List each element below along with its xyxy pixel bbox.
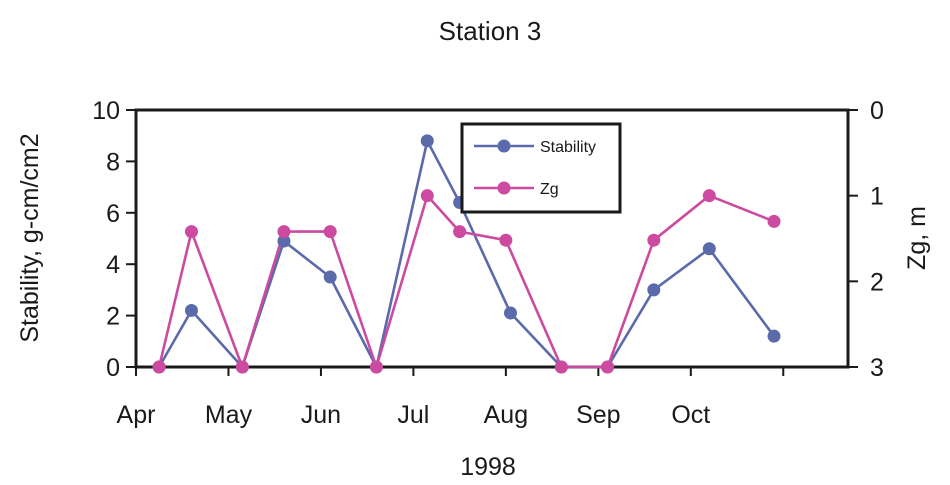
data-point-zg (235, 360, 249, 374)
data-point-stability (647, 283, 661, 297)
data-point-zg (323, 225, 337, 239)
data-point-stability (184, 303, 198, 317)
y-axis-label: Stability, g-cm/cm2 (16, 133, 44, 342)
data-point-stability (323, 270, 337, 284)
y2-tick-label: 2 (870, 268, 884, 296)
legend-box (460, 122, 622, 214)
chart-title: Station 3 (439, 16, 542, 46)
data-point-zg (369, 360, 383, 374)
y-tick-label: 10 (92, 97, 120, 125)
y-tick-label: 8 (106, 148, 120, 176)
x-tick-label: Oct (671, 401, 710, 429)
data-point-zg (453, 225, 467, 239)
data-point-zg (152, 360, 166, 374)
y2-tick-label: 0 (870, 97, 884, 125)
axes: 0 2 4 6 8 10 0 1 2 3 Apr May Jun Jul Aug Sep Oct (92, 97, 884, 429)
data-point-zg (767, 214, 781, 228)
y2-tick-label: 1 (870, 183, 884, 211)
x-tick-label: May (205, 401, 253, 429)
legend: Stability Zg (460, 122, 622, 214)
data-point-stability (767, 329, 781, 343)
data-point-zg (420, 189, 434, 203)
y2-axis-label: Zg, m (903, 206, 931, 270)
data-point-zg (601, 360, 615, 374)
y-tick-label: 0 (106, 354, 120, 382)
data-point-zg (647, 233, 661, 247)
legend-swatch-marker (497, 181, 511, 195)
x-tick-label: Aug (484, 401, 528, 429)
legend-swatch-marker (497, 139, 511, 153)
x-tick-label: Jun (301, 401, 341, 429)
x-tick-label: Apr (117, 401, 156, 429)
data-point-stability (503, 306, 517, 320)
data-point-zg (554, 360, 568, 374)
y-tick-label: 2 (106, 303, 120, 331)
y-tick-label: 4 (106, 251, 120, 279)
data-point-zg (702, 189, 716, 203)
plot-frame (134, 108, 850, 369)
y2-tick-label: 3 (870, 354, 884, 382)
data-point-stability (420, 134, 434, 148)
series-line-zg (157, 194, 775, 369)
data-point-stability (277, 234, 291, 248)
legend-label: Zg (540, 181, 559, 198)
x-tick-label: Jul (397, 401, 429, 429)
series-points (152, 134, 781, 374)
x-axis-label: 1998 (460, 453, 516, 481)
data-point-zg (184, 225, 198, 239)
y-tick-label: 6 (106, 200, 120, 228)
data-point-stability (702, 242, 716, 256)
data-point-zg (499, 233, 513, 247)
x-tick-label: Sep (576, 401, 620, 429)
data-point-zg (277, 225, 291, 239)
series-lines (157, 139, 776, 369)
legend-label: Stability (540, 139, 596, 156)
